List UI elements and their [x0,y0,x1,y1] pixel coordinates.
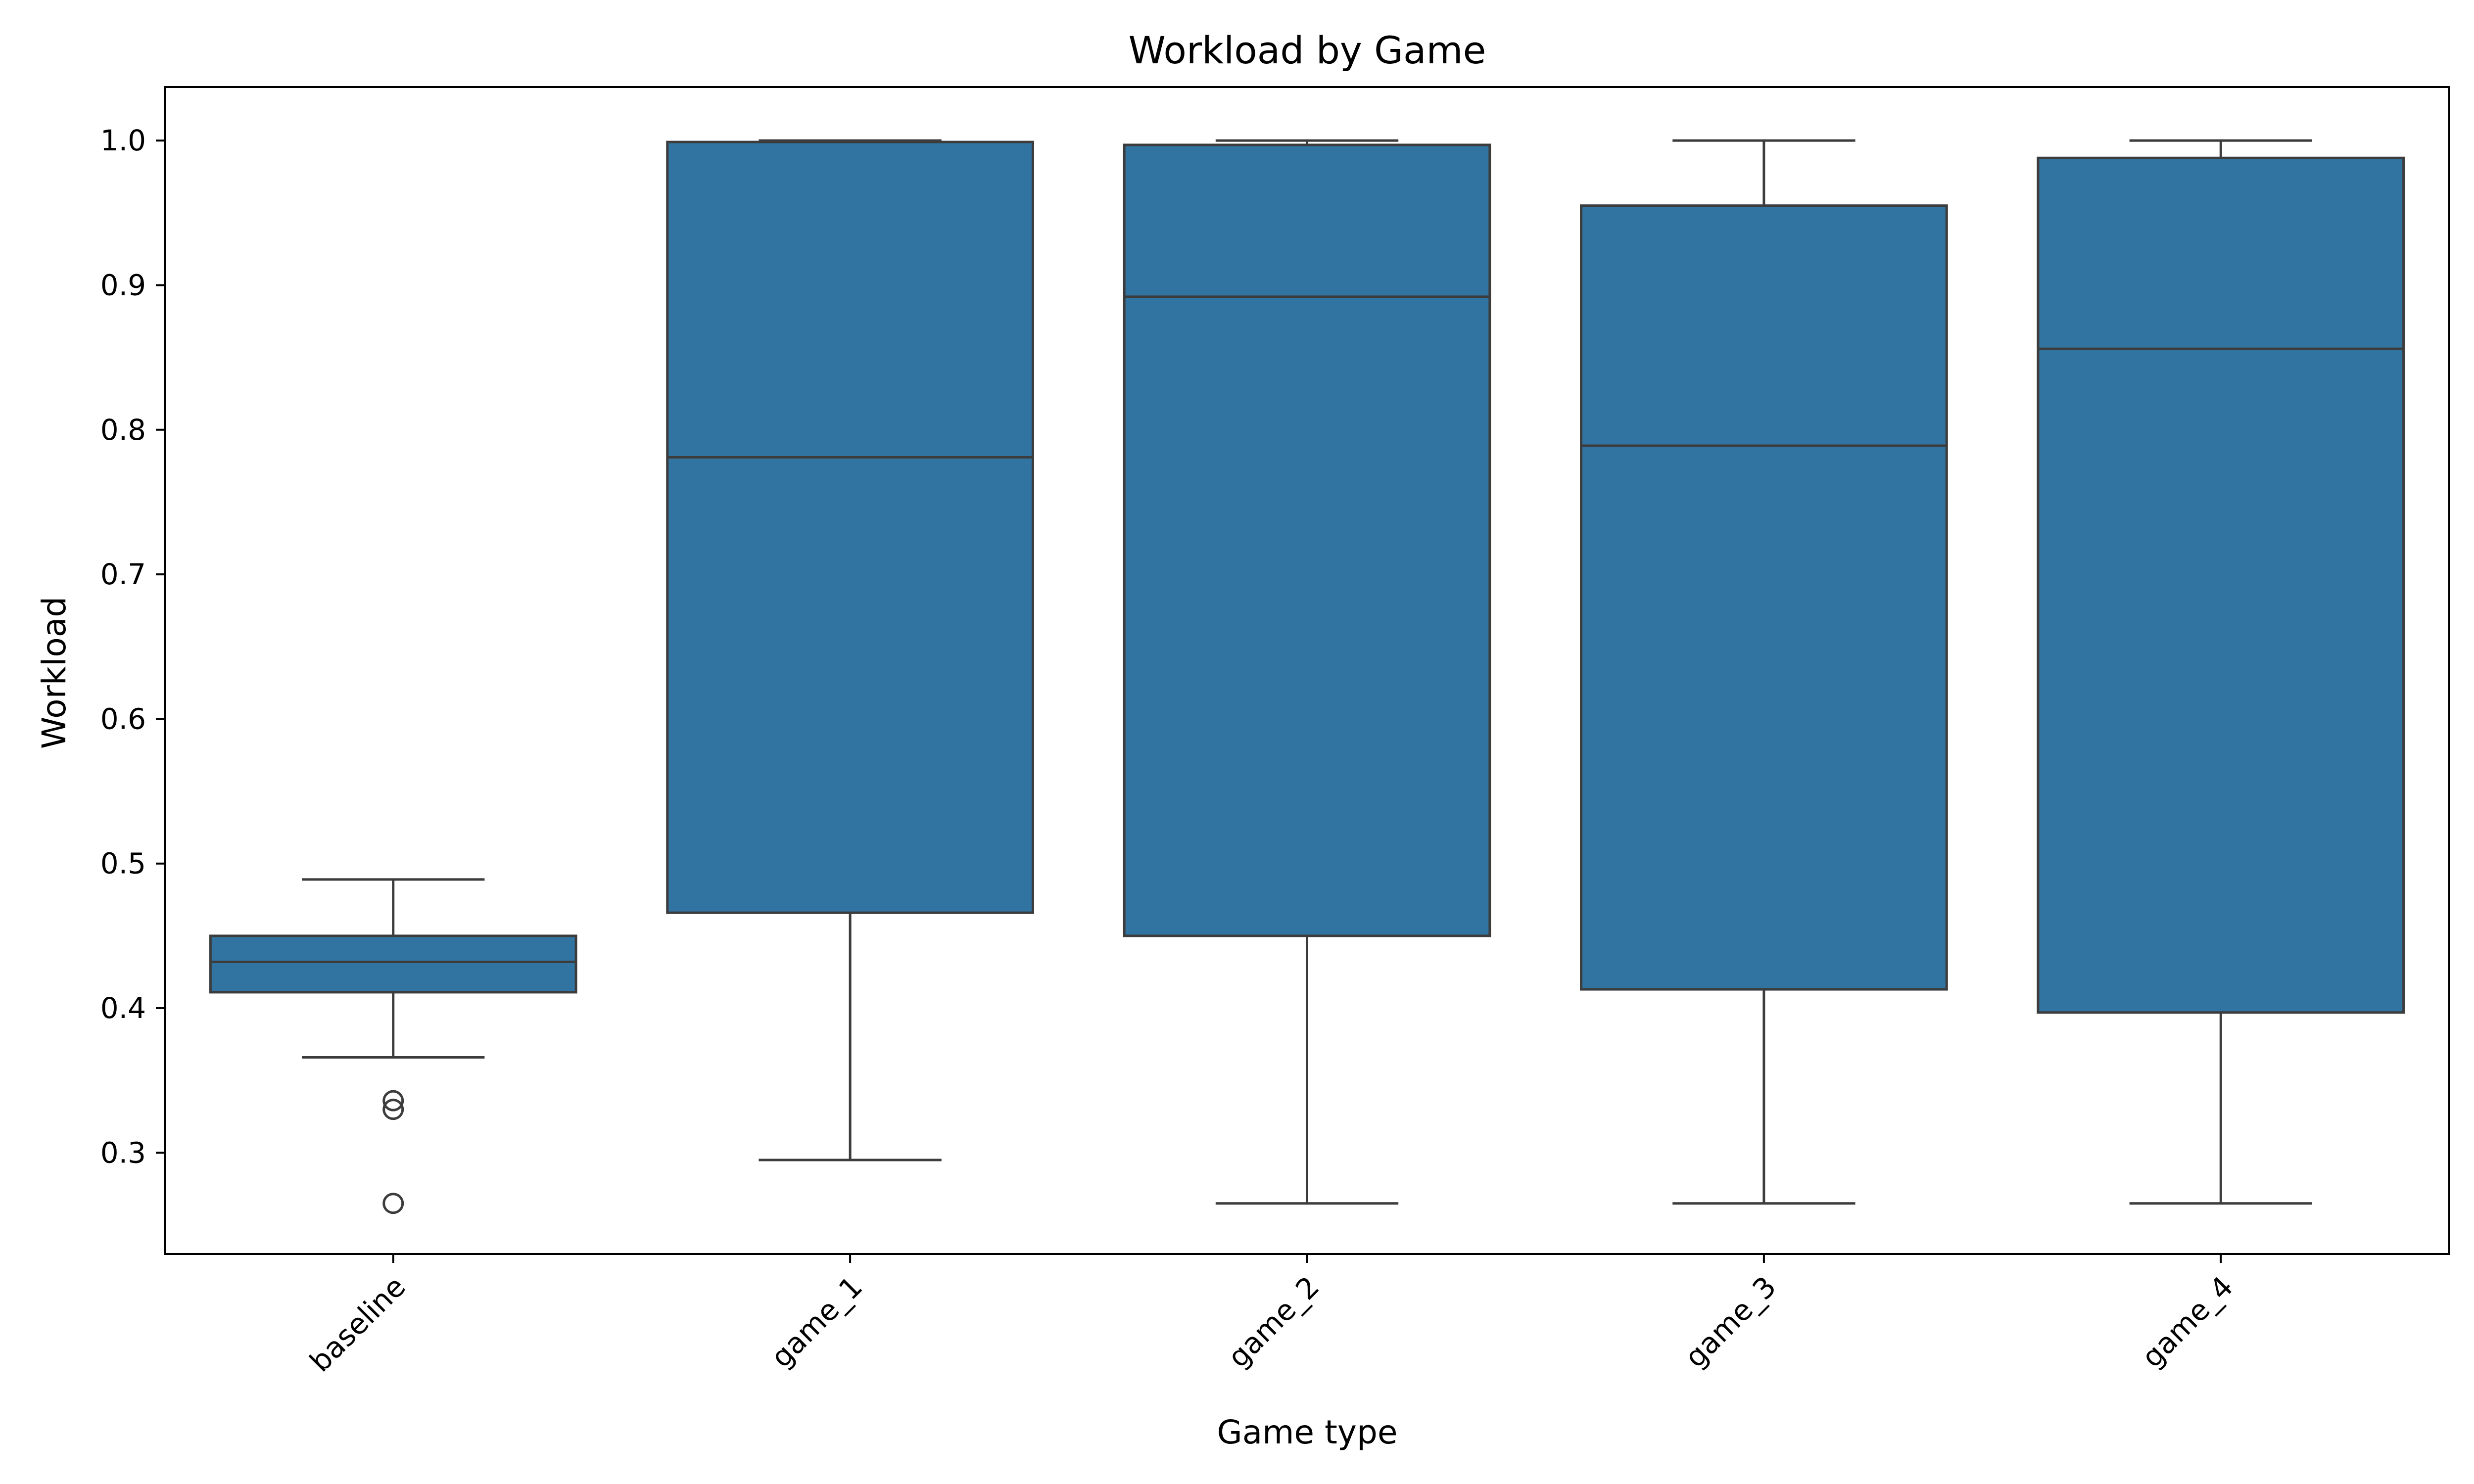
chart-title: Workload by Game [1129,28,1486,72]
box-game_4 [2037,156,2405,1014]
x-axis-label: Game type [1217,1413,1398,1451]
y-tick-label: 0.5 [100,847,146,881]
outlier-point [382,1099,404,1120]
box-game_1 [666,140,1034,914]
box-game_2 [1123,143,1491,937]
y-tick-label: 0.7 [100,557,146,591]
y-tick-label: 0.4 [100,991,146,1025]
y-tick-label: 0.9 [100,268,146,302]
y-tick-label: 1.0 [100,124,146,157]
y-tick-label: 0.8 [100,413,146,447]
y-axis-label: Workload [35,597,73,749]
y-tick-label: 0.6 [100,702,146,736]
box-game_3 [1580,204,1948,991]
outlier-point [382,1090,404,1112]
outlier-point [382,1193,404,1214]
box-baseline [209,934,577,994]
y-tick-label: 0.3 [100,1136,146,1169]
